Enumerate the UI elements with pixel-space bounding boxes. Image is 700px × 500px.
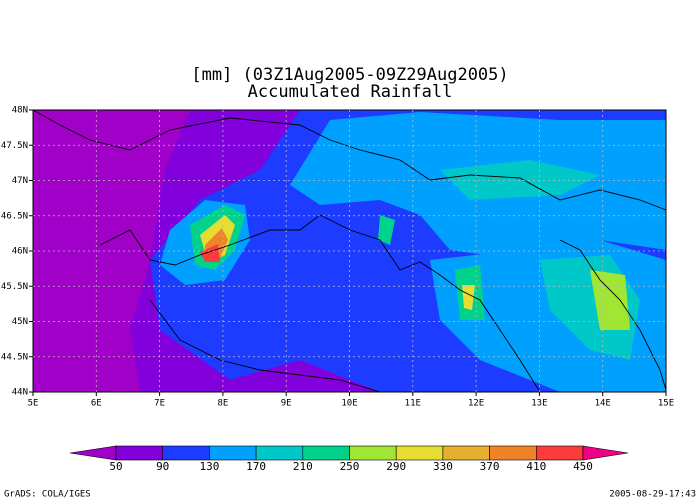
colorbar-label: 170: [246, 460, 266, 473]
lon-label: 6E: [91, 399, 102, 409]
lon-label: 10E: [341, 399, 357, 409]
lon-label: 8E: [217, 399, 228, 409]
colorbar-label: 50: [109, 460, 122, 473]
lon-label: 5E: [28, 399, 39, 409]
lon-label: 12E: [468, 399, 484, 409]
colorbar-label: 90: [156, 460, 169, 473]
lat-label: 45N: [12, 317, 28, 327]
colorbar-swatch: [349, 445, 397, 461]
colorbar-swatch: [255, 445, 304, 461]
lat-label: 46.5N: [1, 211, 28, 221]
colorbar-swatch: [442, 445, 490, 461]
colorbar-label: 450: [573, 460, 593, 473]
lon-label: 15E: [658, 399, 674, 409]
title: [mm] (03Z1Aug2005-09Z29Aug2005): [191, 65, 508, 85]
coastlines: [32, 109, 667, 393]
lon-label: 14E: [595, 399, 611, 409]
colorbar-label: 330: [433, 460, 453, 473]
lon-label: 9E: [281, 399, 292, 409]
colorbar-swatch: [302, 445, 350, 461]
lat-label: 47.5N: [1, 141, 28, 151]
colorbar-swatch: [395, 445, 444, 461]
colorbar-swatch: [115, 445, 164, 461]
lat-label: 46N: [12, 247, 28, 257]
lon-label: 7E: [154, 399, 165, 409]
colorbar-swatch: [162, 445, 210, 461]
colorbar-arrow: [582, 445, 629, 461]
lon-label: 13E: [531, 399, 547, 409]
colorbar-label: 250: [340, 460, 360, 473]
colorbar-label: 290: [386, 460, 406, 473]
lat-label: 45.5N: [1, 282, 28, 292]
colorbar-swatch: [489, 445, 537, 461]
lat-label: 47N: [12, 176, 28, 186]
colorbar-label: 410: [526, 460, 546, 473]
colorbar-label: 130: [199, 460, 219, 473]
lon-label: 11E: [405, 399, 421, 409]
subtitle: Accumulated Rainfall: [248, 82, 453, 102]
colorbar-arrow: [69, 445, 117, 461]
colorbar-swatch: [535, 445, 584, 461]
lat-label: 44N: [12, 388, 28, 398]
lat-label: 48N: [12, 106, 28, 116]
lat-label: 44.5N: [1, 352, 28, 362]
colorbar-label: 370: [480, 460, 500, 473]
footer-right: 2005-08-29-17:43: [609, 490, 696, 500]
colorbar-label: 210: [293, 460, 313, 473]
footer-left: GrADS: COLA/IGES: [4, 490, 91, 500]
colorbar-swatch: [209, 445, 257, 461]
